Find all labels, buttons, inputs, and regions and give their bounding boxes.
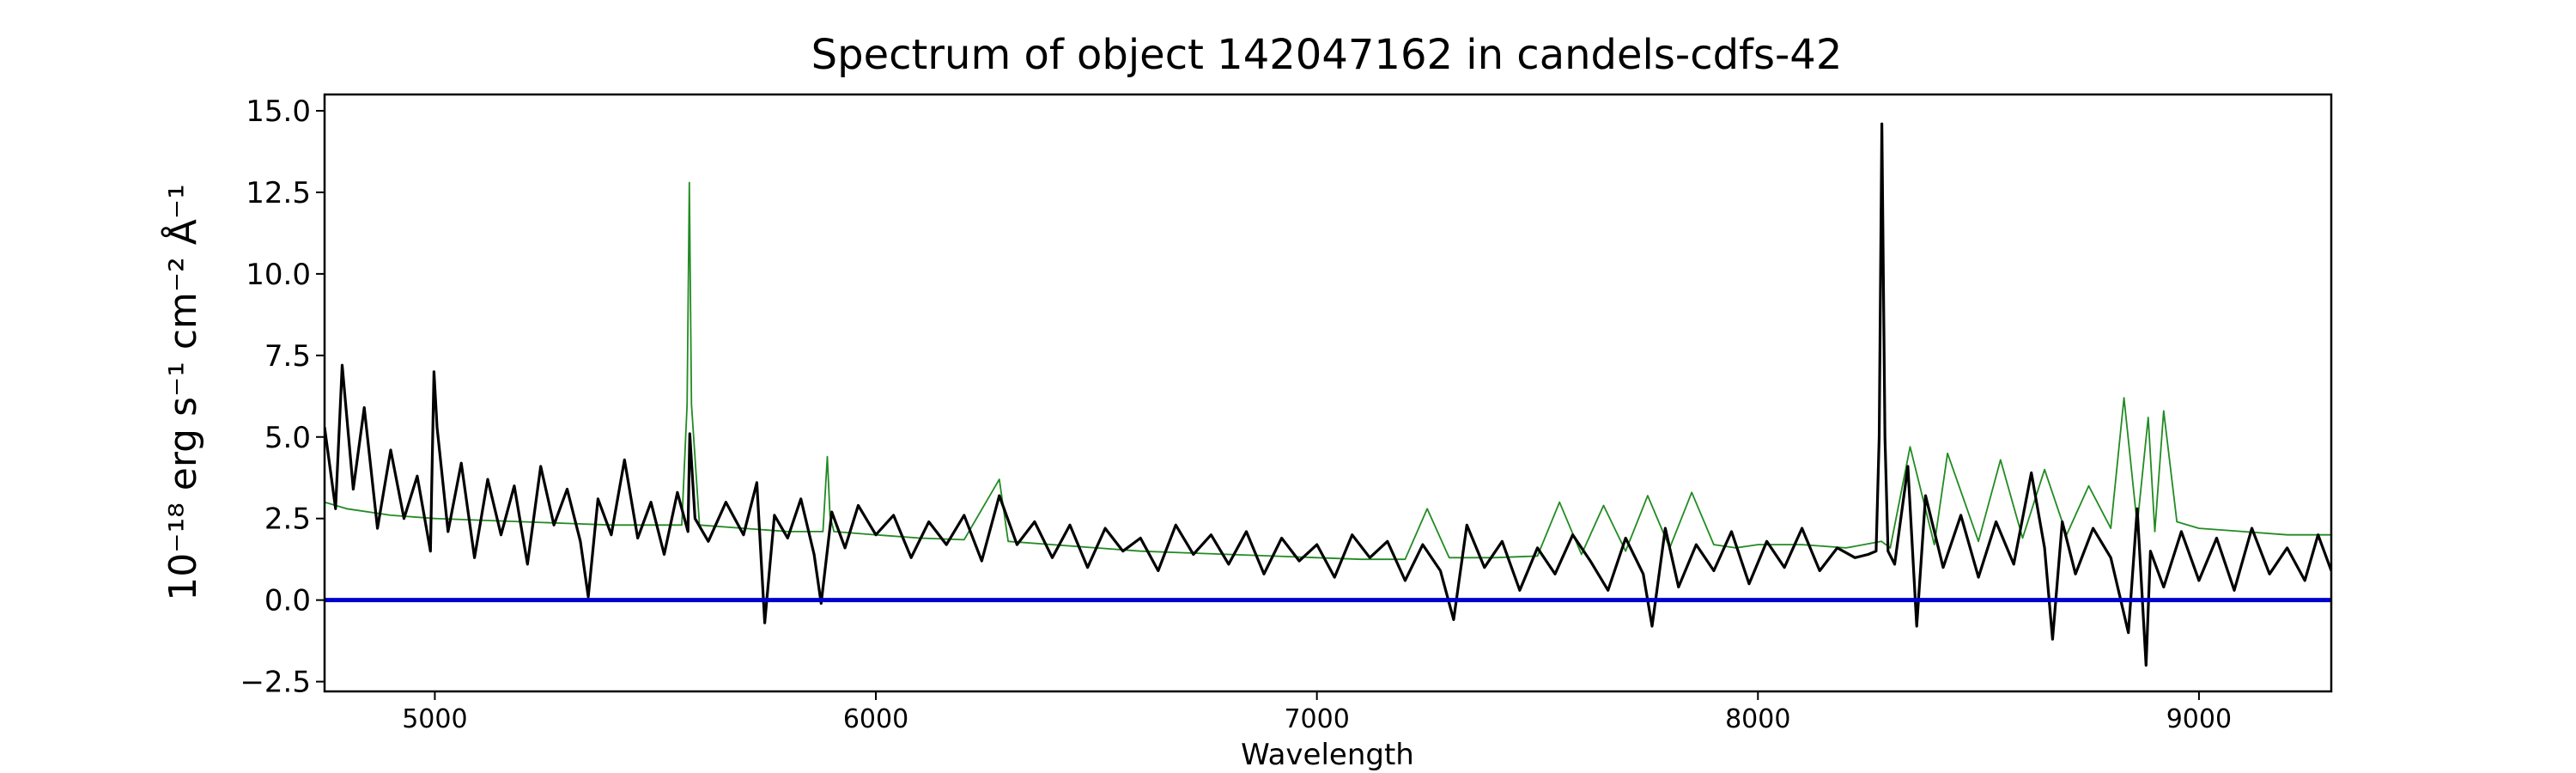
y-tick-label: 7.5 (264, 339, 311, 374)
x-tick-label: 9000 (2166, 704, 2232, 734)
y-tick-label: 10.0 (246, 258, 311, 292)
y-tick-label: 0.0 (264, 584, 311, 618)
x-tick-label: 7000 (1284, 704, 1349, 734)
y-tick-label: 2.5 (264, 502, 311, 537)
plot-area (325, 122, 2331, 667)
y-tick-label: 12.5 (246, 176, 311, 210)
y-axis: −2.5 0.0 2.5 5.0 7.5 10.0 12.5 15.0 (240, 94, 325, 700)
x-tick-label: 8000 (1725, 704, 1790, 734)
x-axis-label: Wavelength (1241, 738, 1414, 772)
model-spectrum-line (325, 181, 2331, 561)
observed-spectrum-line (325, 122, 2331, 667)
chart-title: Spectrum of object 142047162 in candels-… (811, 31, 1843, 79)
y-tick-label: 5.0 (264, 421, 311, 455)
y-tick-label: 15.0 (246, 94, 311, 129)
y-tick-label: −2.5 (240, 666, 311, 700)
plot-frame (323, 93, 2333, 693)
x-axis: 5000 6000 7000 8000 9000 (402, 691, 2232, 734)
x-tick-label: 6000 (843, 704, 908, 734)
y-axis-label: 10⁻¹⁸ erg s⁻¹ cm⁻² Å⁻¹ (160, 184, 205, 600)
x-tick-label: 5000 (402, 704, 467, 734)
